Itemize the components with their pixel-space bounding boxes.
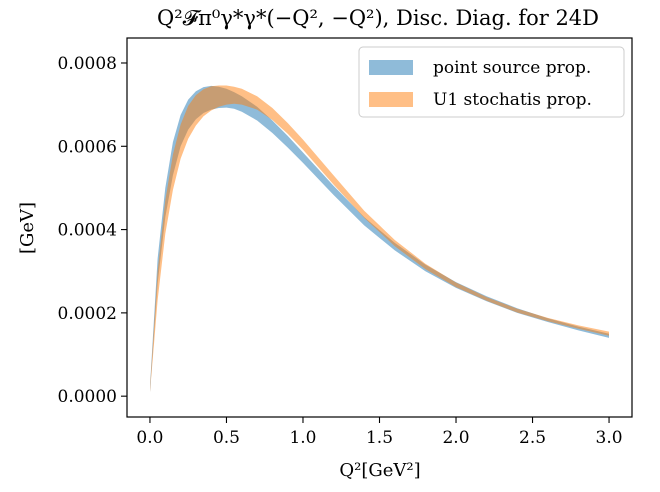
legend: point source prop. U1 stochatis prop. (358, 46, 625, 118)
x-tick-label: 0.0 (136, 428, 163, 448)
legend-label-point-source: point source prop. (433, 58, 591, 78)
x-axis-ticks: 0.0 0.5 1.0 1.5 2.0 2.5 3.0 (136, 417, 623, 448)
x-tick-label: 3.0 (596, 428, 623, 448)
x-axis-label: Q²[GeV²] (339, 460, 420, 481)
series-layer (150, 85, 609, 393)
legend-swatch-point-source (369, 60, 413, 75)
x-tick-label: 1.5 (366, 428, 393, 448)
y-tick-label: 0.0002 (58, 304, 117, 324)
y-axis-ticks: 0.0000 0.0002 0.0004 0.0006 0.0008 (58, 54, 127, 407)
y-axis-label: [GeV] (17, 202, 38, 254)
x-tick-label: 0.5 (213, 428, 240, 448)
chart-title: Q²𝓕π⁰γ*γ*(−Q², −Q²), Disc. Diag. for 24D (157, 6, 599, 30)
legend-box (358, 46, 625, 118)
x-tick-label: 2.5 (519, 428, 546, 448)
band-series-1 (150, 85, 609, 392)
y-tick-label: 0.0006 (58, 137, 117, 157)
x-tick-label: 1.0 (289, 428, 316, 448)
x-tick-label: 2.0 (442, 428, 469, 448)
y-tick-label: 0.0004 (58, 221, 117, 241)
legend-swatch-u1-stochatis (369, 92, 413, 107)
y-tick-label: 0.0000 (58, 387, 117, 407)
band-series-0 (150, 85, 609, 393)
legend-label-u1-stochatis: U1 stochatis prop. (433, 90, 592, 110)
y-tick-label: 0.0008 (58, 54, 117, 74)
